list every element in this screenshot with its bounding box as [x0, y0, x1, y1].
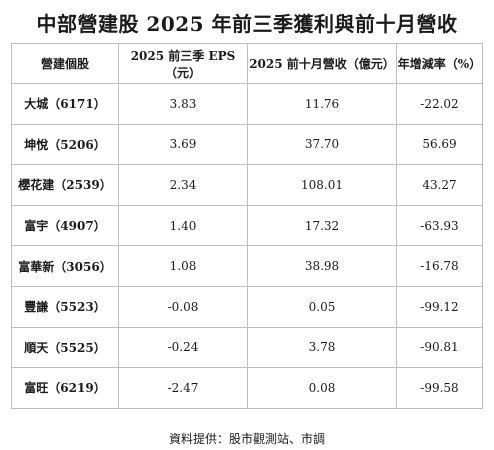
- eps-value: 2.34: [118, 164, 248, 206]
- revenue-value: 38.98: [247, 245, 397, 287]
- yoy-value: 43.27: [396, 164, 483, 206]
- table-row: 豐謙（5523） -0.08 0.05 -99.12: [11, 285, 483, 328]
- revenue-value: 108.01: [247, 164, 397, 206]
- construction-stocks-table: 營建個股 2025 前三季 EPS（元） 2025 前十月營收（億元） 年增減率…: [11, 43, 483, 409]
- yoy-value: -90.81: [396, 326, 483, 369]
- yoy-value: -22.02: [396, 83, 483, 125]
- table-title: 中部營建股 2025 年前三季獲利與前十月營收: [36, 12, 458, 36]
- stock-name: 豐謙（5523）: [11, 285, 119, 328]
- table-row: 富華新（3056） 1.08 38.98 -16.78: [11, 245, 483, 287]
- stock-name: 富華新（3056）: [11, 245, 119, 287]
- eps-value: 3.69: [118, 123, 248, 166]
- header-row: 營建個股 2025 前三季 EPS（元） 2025 前十月營收（億元） 年增減率…: [11, 43, 483, 84]
- table-row: 櫻花建（2539） 2.34 108.01 43.27: [11, 164, 483, 206]
- eps-value: 1.08: [118, 245, 248, 287]
- table-row: 富旺（6219） -2.47 0.08 -99.58: [11, 367, 483, 409]
- revenue-value: 11.76: [247, 83, 397, 125]
- table-row: 富宇（4907） 1.40 17.32 -63.93: [11, 204, 483, 247]
- yoy-value: 56.69: [396, 123, 483, 166]
- eps-value: 3.83: [118, 83, 248, 125]
- table-row: 大城（6171） 3.83 11.76 -22.02: [11, 83, 483, 125]
- eps-value: -0.08: [118, 285, 248, 328]
- stock-name: 大城（6171）: [11, 83, 119, 125]
- eps-value: -2.47: [118, 367, 248, 409]
- stock-name: 順天（5525）: [11, 326, 119, 369]
- eps-value: 1.40: [118, 204, 248, 247]
- header-yoy: 年增減率（%）: [396, 43, 483, 84]
- source-note: 資料提供：股市觀測站、市調: [168, 432, 325, 446]
- stock-name: 坤悅（5206）: [11, 123, 119, 166]
- header-eps: 2025 前三季 EPS（元）: [118, 43, 248, 84]
- stock-name: 櫻花建（2539）: [11, 164, 119, 206]
- revenue-value: 0.08: [247, 367, 397, 409]
- stock-name: 富旺（6219）: [11, 367, 119, 409]
- revenue-value: 3.78: [247, 326, 397, 369]
- eps-value: -0.24: [118, 326, 248, 369]
- table-row: 順天（5525） -0.24 3.78 -90.81: [11, 326, 483, 369]
- yoy-value: -63.93: [396, 204, 483, 247]
- yoy-value: -99.58: [396, 367, 483, 409]
- header-stock: 營建個股: [11, 43, 119, 84]
- revenue-value: 17.32: [247, 204, 397, 247]
- yoy-value: -99.12: [396, 285, 483, 328]
- yoy-value: -16.78: [396, 245, 483, 287]
- table-row: 坤悅（5206） 3.69 37.70 56.69: [11, 123, 483, 166]
- revenue-value: 37.70: [247, 123, 397, 166]
- stock-name: 富宇（4907）: [11, 204, 119, 247]
- revenue-value: 0.05: [247, 285, 397, 328]
- header-revenue: 2025 前十月營收（億元）: [247, 43, 397, 84]
